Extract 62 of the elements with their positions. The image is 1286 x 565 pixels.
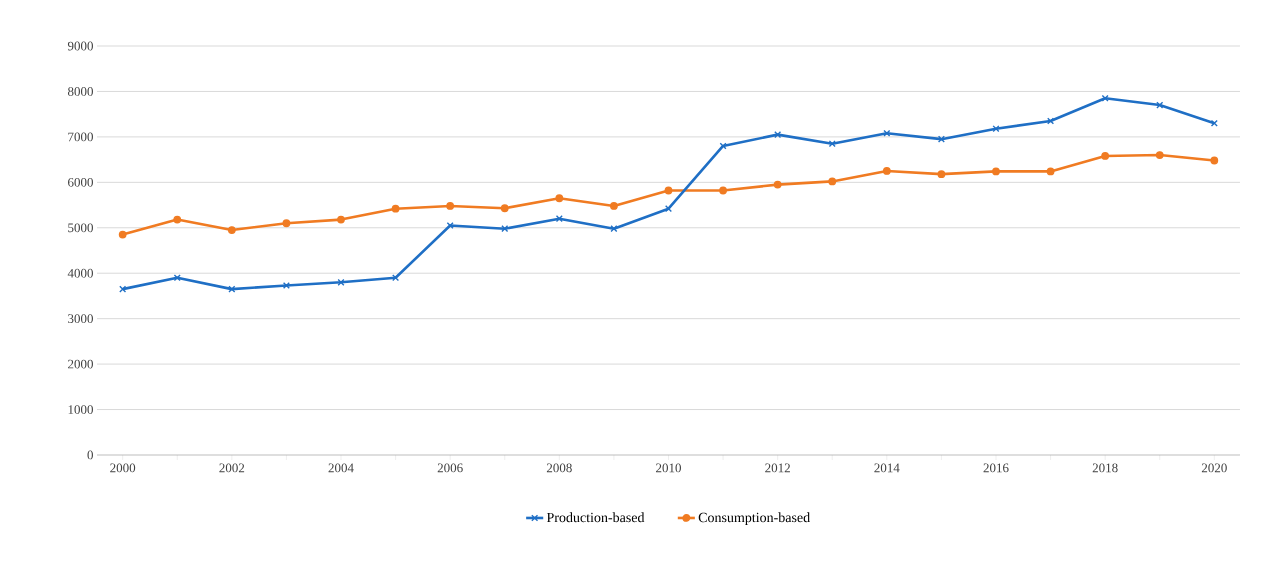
point (610, 225, 618, 233)
x-tick-label: 2006 (437, 463, 463, 473)
x-tick-label: 2012 (765, 463, 790, 473)
point (555, 194, 564, 203)
point (937, 170, 946, 179)
point (1210, 156, 1219, 165)
x-tick-label: 2002 (219, 463, 245, 473)
point (883, 129, 891, 137)
point (337, 278, 345, 286)
point (774, 131, 782, 139)
y-tick-label: 9000 (67, 41, 93, 51)
point (1156, 101, 1164, 109)
x-tick-label: 2018 (1092, 463, 1118, 473)
point (1101, 94, 1109, 102)
y-tick-label: 2000 (68, 359, 93, 369)
point (992, 125, 1000, 133)
point (500, 204, 509, 213)
x-tick-label: 2016 (983, 463, 1009, 473)
point (1046, 167, 1055, 176)
x-tick-label: 2008 (546, 463, 572, 473)
point (228, 285, 236, 293)
point (282, 219, 291, 228)
point (119, 285, 127, 293)
point (664, 186, 673, 195)
point (501, 225, 509, 233)
point (337, 215, 345, 224)
point (1047, 117, 1055, 125)
y-tick-label: 6000 (68, 177, 93, 187)
x-tick-label: 2014 (874, 463, 900, 473)
point (882, 167, 891, 175)
y-tick-label: 1000 (68, 405, 93, 414)
y-tick-label: 3000 (68, 314, 93, 324)
point (1155, 151, 1164, 159)
point (282, 281, 290, 290)
y-tick-label: 4000 (67, 268, 93, 278)
point (446, 221, 454, 230)
x-tick-label: 2020 (1201, 463, 1227, 473)
point (773, 180, 782, 189)
y-tick-label: 5000 (68, 223, 93, 233)
point (1101, 152, 1110, 160)
point (719, 142, 727, 150)
point (719, 186, 727, 195)
point (992, 167, 1000, 176)
y-tick-label: 7000 (68, 132, 93, 142)
point (173, 215, 182, 224)
point (937, 135, 945, 143)
point (118, 230, 127, 239)
point (391, 204, 400, 213)
point (828, 177, 837, 186)
x-tick-label: 2000 (110, 463, 136, 473)
y-tick-label: 8000 (67, 87, 93, 96)
point (446, 202, 455, 210)
x-tick-label: 2010 (656, 463, 681, 473)
y-tick-label: 0 (87, 450, 93, 460)
legend-label: Production-based (546, 512, 645, 523)
x-tick-label: 2004 (328, 463, 354, 473)
point (610, 202, 618, 210)
legend-label: Consumption-based (698, 512, 810, 526)
point (1210, 119, 1218, 127)
point (392, 274, 400, 282)
point (227, 226, 236, 234)
point (828, 140, 836, 148)
